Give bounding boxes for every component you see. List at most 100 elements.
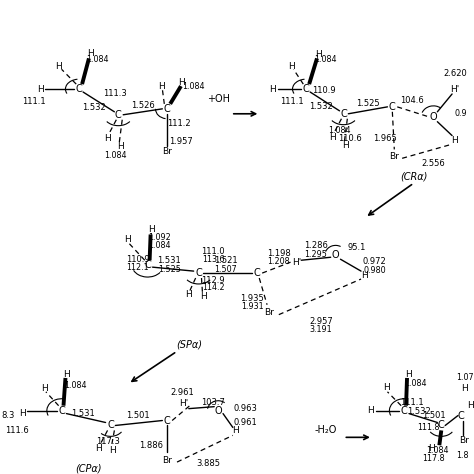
Text: C: C [164,104,171,114]
Text: 1.532: 1.532 [309,102,333,111]
Text: H: H [342,141,349,150]
Text: 1.092: 1.092 [148,233,171,242]
Text: H: H [405,370,411,379]
Text: Br: Br [162,456,172,465]
Text: Br: Br [459,436,469,445]
Text: 1.521: 1.521 [214,256,238,264]
Text: 1.525: 1.525 [158,264,181,273]
Text: 111.3: 111.3 [103,89,127,98]
Text: H: H [383,383,390,392]
Text: C: C [254,268,261,278]
Text: H: H [158,82,165,91]
Text: C: C [76,84,82,94]
Text: H: H [467,401,474,410]
Text: 117.8: 117.8 [422,454,445,463]
Text: 1.532: 1.532 [407,407,431,416]
Text: 113.6: 113.6 [202,255,225,264]
Text: C: C [401,406,408,416]
Text: 1.084: 1.084 [148,241,171,250]
Text: C: C [457,410,464,420]
Text: H: H [461,384,468,393]
Text: H: H [316,50,322,59]
Text: H': H' [450,84,460,93]
Text: 1.084: 1.084 [182,82,205,91]
Text: H: H [329,133,336,142]
Text: H: H [428,444,435,453]
Text: 1.084: 1.084 [328,126,351,135]
Text: 1.965: 1.965 [373,134,396,143]
Text: 110.6: 110.6 [338,134,362,143]
Text: 111.6: 111.6 [5,426,28,435]
Text: 110.9: 110.9 [312,85,336,94]
Text: H': H' [179,399,189,408]
Text: 1.957: 1.957 [169,137,193,146]
Text: 1.931: 1.931 [241,302,264,311]
Text: H: H [42,384,48,393]
Text: 1.8: 1.8 [456,451,469,460]
Text: 114.2: 114.2 [202,283,225,292]
Text: H: H [124,235,130,244]
Text: 111.0: 111.0 [201,247,225,256]
Text: 1.526: 1.526 [131,101,155,110]
Text: 110.9: 110.9 [126,255,150,264]
Text: (SPα): (SPα) [176,339,202,349]
Text: 0.963: 0.963 [234,404,257,413]
Text: H: H [104,134,111,143]
Text: H: H [95,444,102,453]
Text: C: C [389,102,396,112]
Text: 1.532: 1.532 [82,103,106,112]
Text: H: H [362,271,368,280]
Text: 1.286: 1.286 [304,241,328,250]
Text: 95.1: 95.1 [348,243,366,252]
Text: (CPα): (CPα) [76,464,102,474]
Text: C: C [340,109,347,119]
Text: 1.525: 1.525 [356,100,380,109]
Text: 111.1: 111.1 [400,398,424,407]
Text: H: H [63,370,70,379]
Text: 3.885: 3.885 [196,458,220,467]
Text: H': H' [292,258,301,267]
Text: 1.501: 1.501 [422,411,445,420]
Text: 1.531: 1.531 [157,256,181,264]
Text: O: O [214,406,222,416]
Text: C: C [107,420,114,430]
Text: H: H [36,84,44,93]
Text: 1.084: 1.084 [104,151,127,160]
Text: H: H [55,62,62,71]
Text: H: H [452,136,458,145]
Text: Br: Br [264,308,274,317]
Text: -H₂O: -H₂O [315,425,337,436]
Text: 112.9: 112.9 [201,275,225,284]
Text: 111.8: 111.8 [417,423,440,432]
Text: C: C [438,420,445,430]
Text: 1.501: 1.501 [126,411,150,420]
Text: H: H [185,291,192,300]
Text: 2.957: 2.957 [309,317,333,326]
Text: 0.961: 0.961 [234,418,257,427]
Text: C: C [58,406,65,416]
Text: H: H [288,62,295,71]
Text: 112.1: 112.1 [127,263,149,272]
Text: Br: Br [162,147,172,156]
Text: 2.620: 2.620 [443,69,467,78]
Text: 1.084: 1.084 [426,446,448,455]
Text: 111.2: 111.2 [167,119,191,128]
Text: 104.6: 104.6 [400,96,424,105]
Text: H: H [19,409,26,418]
Text: 1.531: 1.531 [71,409,95,418]
Text: 0.9: 0.9 [455,109,467,118]
Text: H: H [148,225,155,234]
Text: 8.3: 8.3 [1,411,14,420]
Text: (CRα): (CRα) [400,171,428,181]
Text: 1.208: 1.208 [267,257,290,266]
Text: 111.1: 111.1 [22,98,46,107]
Text: 1.084: 1.084 [315,55,337,64]
Text: O: O [332,250,339,260]
Text: 3.191: 3.191 [310,325,332,334]
Text: H: H [270,84,276,93]
Text: 1.198: 1.198 [267,249,291,258]
Text: H: H [367,406,374,415]
Text: +OH: +OH [207,94,229,104]
Text: C: C [164,416,171,426]
Text: 0.980: 0.980 [364,265,386,274]
